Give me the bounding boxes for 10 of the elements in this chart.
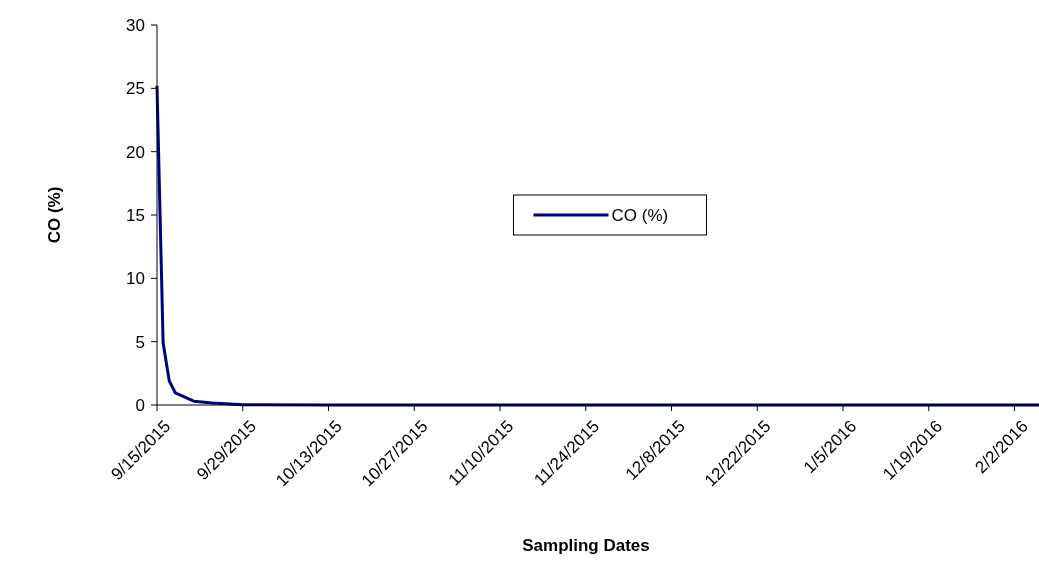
y-tick-label: 0 (135, 395, 145, 415)
y-tick-label: 30 (126, 15, 145, 35)
y-tick-label: 10 (126, 269, 145, 289)
y-tick-label: 5 (135, 332, 145, 352)
y-tick-label: 20 (126, 142, 145, 162)
y-axis-title: CO (%) (45, 186, 64, 244)
legend-label: CO (%) (611, 205, 669, 225)
y-tick-label: 25 (126, 79, 145, 99)
y-tick-label: 15 (126, 205, 145, 225)
x-axis-title: Sampling Dates (522, 536, 650, 555)
